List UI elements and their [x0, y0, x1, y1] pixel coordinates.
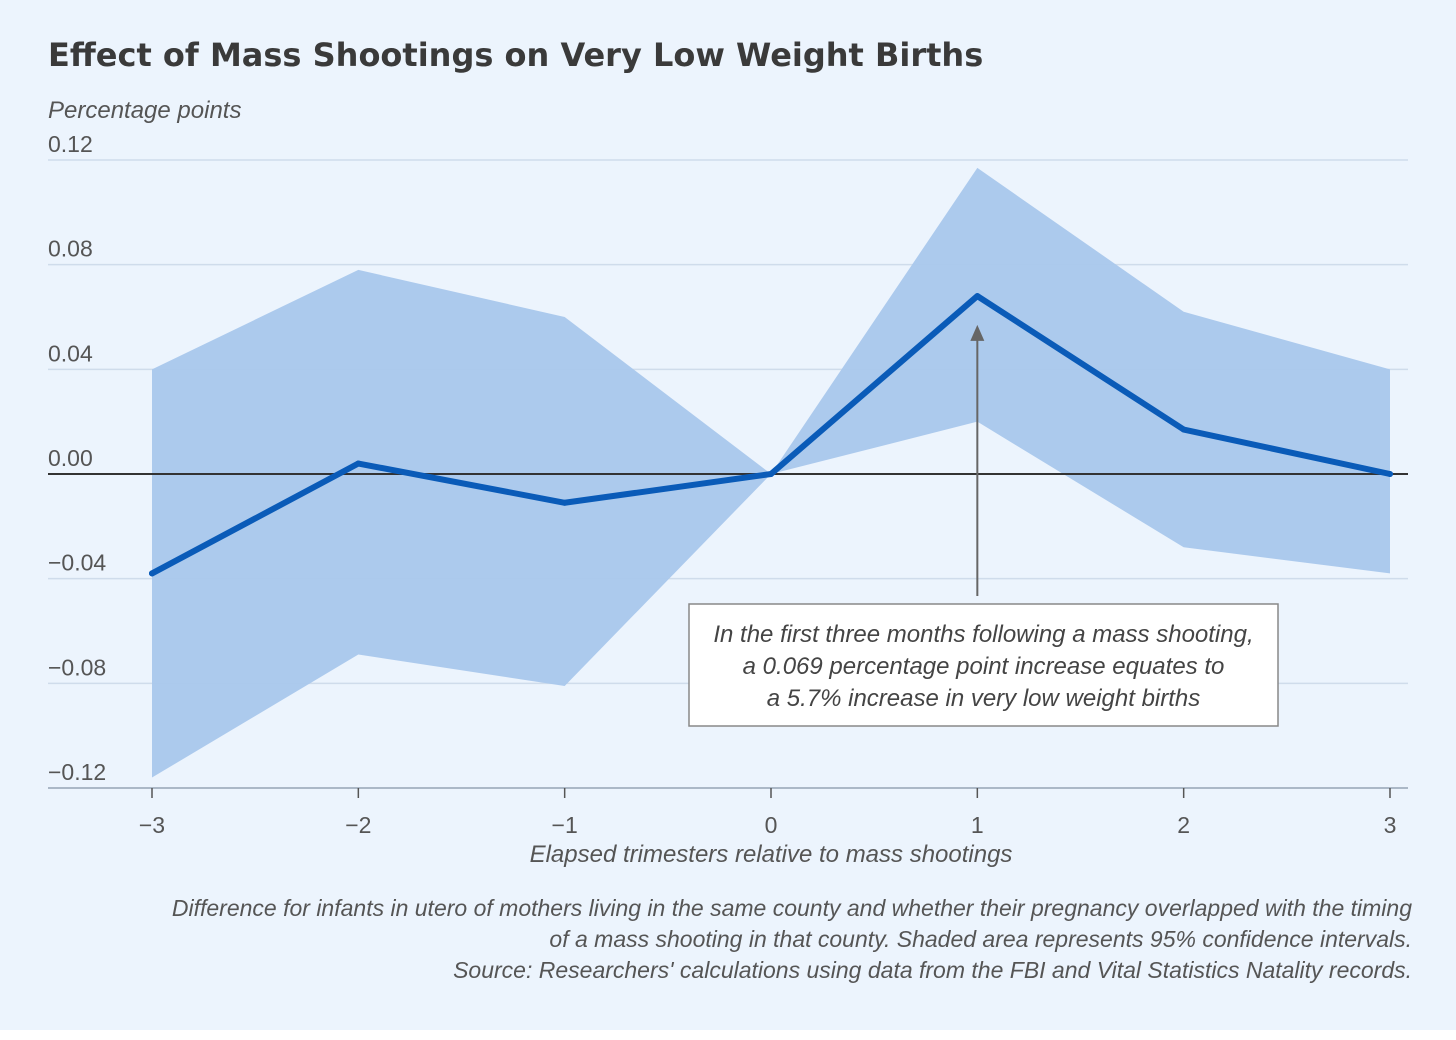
- series-line-layer: [149, 293, 1393, 577]
- y-tick-label: 0.08: [48, 236, 93, 262]
- x-tick-label: −3: [139, 812, 165, 838]
- chart-title: Effect of Mass Shootings on Very Low Wei…: [48, 36, 983, 74]
- y-axis-label: Percentage points: [48, 97, 241, 124]
- annotation-box: [688, 603, 1279, 727]
- tick-labels: 0.12 0.08 0.04 0.00 −0.04 −0.08 −0.12 −3 −2 −1 0 1 2…: [48, 131, 1396, 838]
- data-point: [561, 499, 568, 506]
- footnote-line: Source: Researchers' calculations using …: [453, 957, 1412, 983]
- x-tick-label: 2: [1177, 812, 1190, 838]
- x-tick-label: −1: [552, 812, 578, 838]
- annotation-text-line: a 5.7% increase in very low weight birth…: [767, 685, 1201, 712]
- x-tick-label: 0: [765, 812, 778, 838]
- y-tick-label: 0.00: [48, 445, 93, 471]
- confidence-band: [152, 167, 1390, 778]
- y-tick-label: −0.08: [48, 654, 106, 680]
- footnote-line: of a mass shooting in that county. Shade…: [549, 926, 1412, 952]
- annotation: In the first three months following a ma…: [688, 324, 1279, 727]
- annotation-text-line: In the first three months following a ma…: [713, 621, 1253, 648]
- x-tick-label: 1: [971, 812, 984, 838]
- x-tick-label: 3: [1384, 812, 1397, 838]
- data-point: [768, 471, 774, 477]
- data-point: [974, 293, 981, 300]
- confidence-band-layer: [152, 167, 1390, 778]
- y-tick-label: 0.04: [48, 340, 93, 366]
- data-point: [355, 460, 362, 467]
- annotation-arrow-head: [970, 324, 985, 341]
- y-tick-label: −0.12: [48, 759, 106, 785]
- annotation-text-line: a 0.069 percentage point increase equate…: [743, 653, 1225, 680]
- axes: [48, 473, 1408, 798]
- y-tick-label: −0.04: [48, 550, 106, 576]
- y-tick-label: 0.12: [48, 131, 93, 157]
- footnote-line: Difference for infants in utero of mothe…: [172, 895, 1412, 921]
- data-point: [149, 570, 155, 577]
- x-axis-label: Elapsed trimesters relative to mass shoo…: [530, 841, 1013, 868]
- data-point: [1387, 471, 1393, 477]
- footnotes: Difference for infants in utero of mothe…: [172, 895, 1412, 983]
- data-point: [1180, 426, 1187, 433]
- x-tick-label: −2: [345, 812, 371, 838]
